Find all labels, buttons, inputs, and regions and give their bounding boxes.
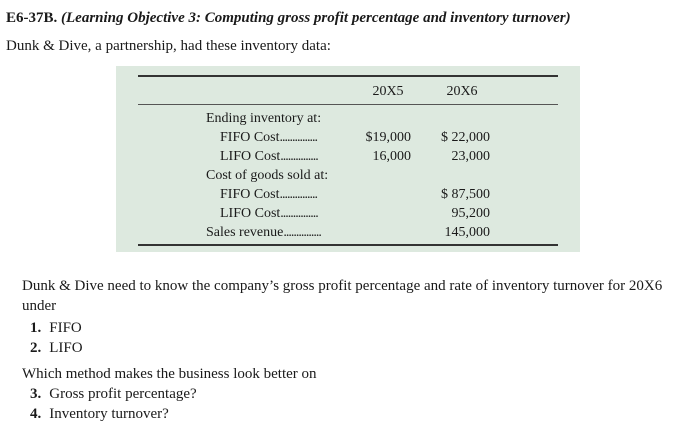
list-item: 2. LIFO [30, 340, 83, 356]
table-row-label: LIFO Cost............... [220, 206, 319, 221]
table-cell: 95,200 [451, 206, 491, 221]
table-cell: 145,000 [444, 225, 491, 240]
column-header-20x5: 20X5 [372, 84, 404, 99]
exercise-heading: E6-37B. (Learning Objective 3: Computing… [6, 8, 696, 28]
table-row-label: FIFO Cost............... [220, 130, 318, 145]
table-cell: $ 22,000 [441, 130, 490, 145]
table-header-rule [138, 104, 558, 105]
exercise-number: E6-37B. [6, 10, 58, 26]
list-item: 3. Gross profit percentage? [30, 386, 197, 402]
list-item: 4. Inventory turnover? [30, 406, 169, 422]
table-top-rule [138, 75, 558, 77]
list-item: 1. FIFO [30, 320, 82, 336]
table-cell: 16,000 [372, 149, 412, 164]
table-cell: 23,000 [451, 149, 491, 164]
table-bottom-rule [138, 244, 558, 246]
table-cell: $19,000 [365, 130, 412, 145]
exercise-intro: Dunk & Dive, a partnership, had these in… [6, 38, 331, 54]
table-row-label: Cost of goods sold at: [206, 168, 329, 183]
learning-objective: (Learning Objective 3: Computing gross p… [61, 10, 571, 26]
table-row-label: Sales revenue............... [206, 225, 322, 240]
table-row-label: Ending inventory at: [206, 111, 322, 126]
table-row-label: FIFO Cost............... [220, 187, 318, 202]
table-row-label: LIFO Cost............... [220, 149, 319, 164]
column-header-20x6: 20X6 [446, 84, 478, 99]
question-intro: Dunk & Dive need to know the company’s g… [22, 278, 663, 314]
question-which: Which method makes the business look bet… [22, 366, 317, 382]
table-cell: $ 87,500 [441, 187, 490, 202]
inventory-data-table [116, 66, 580, 252]
